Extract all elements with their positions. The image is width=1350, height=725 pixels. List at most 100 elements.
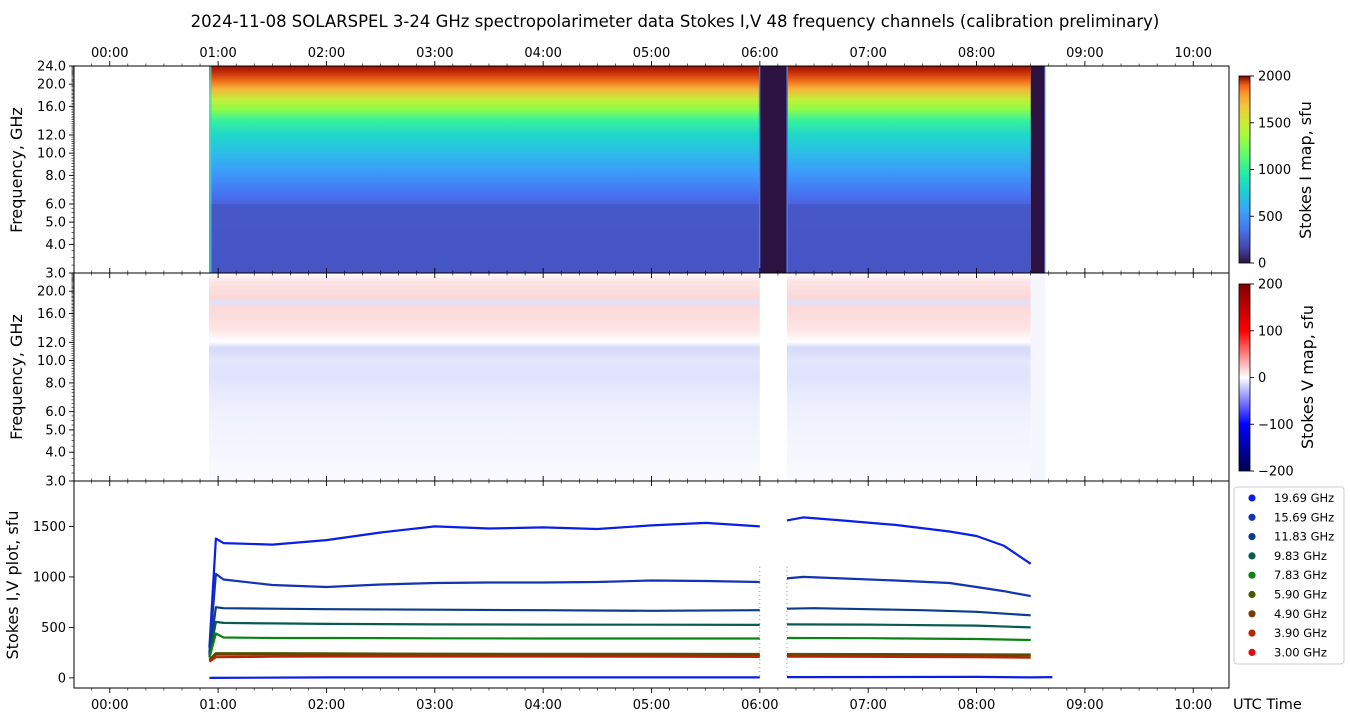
stokes-i-ytick-label: 5.0 xyxy=(45,216,66,231)
legend-item: 5.90 GHz xyxy=(1248,588,1327,602)
series-line-19-69-ghz xyxy=(786,516,1032,565)
legend-item: 9.83 GHz xyxy=(1248,549,1327,563)
stokes-i-panel: 3.0 4.0 5.0 6.0 8.0 10.0 12.0 16.0 20.0 24.0 00:00… xyxy=(7,46,1315,282)
stokes-v-data-gap xyxy=(1030,273,1046,481)
stokes-i-trailing-edge xyxy=(1044,66,1046,273)
stokes-iv-bottom-xtick-label: 04:00 xyxy=(524,698,561,713)
legend-marker xyxy=(1248,513,1256,521)
stokes-iv-bottom-xtick-label: 00:00 xyxy=(91,698,128,713)
stokes-iv-bottom-xtick-label: 08:00 xyxy=(958,698,995,713)
stokes-i-top-xtick-label: 06:00 xyxy=(741,46,778,61)
stokes-v-ytick-label: 6.0 xyxy=(45,405,66,420)
legend-item: 4.90 GHz xyxy=(1248,607,1327,621)
stokes-v-ytick-label: 12.0 xyxy=(37,336,66,351)
x-axis-label: UTC Time xyxy=(1233,697,1302,713)
stokes-i-colorbar-tick-label: 1500 xyxy=(1258,116,1291,131)
legend-item: 15.69 GHz xyxy=(1248,510,1334,524)
stokes-i-ytick-label: 12.0 xyxy=(37,129,66,144)
legend-marker xyxy=(1248,629,1256,637)
stokes-i-colorbar-tick-label: 2000 xyxy=(1258,70,1291,85)
legend: 19.69 GHz 15.69 GHz 11.83 GHz 9.83 GHz 7.83 … xyxy=(1233,486,1345,665)
series-line-7-83-ghz xyxy=(786,636,1031,642)
series-line-15-69-ghz xyxy=(208,572,760,653)
legend-marker xyxy=(1248,552,1256,560)
stokes-v-ytick-label: 4.0 xyxy=(45,446,66,461)
stokes-i-colorbar-label: Stokes I map, sfu xyxy=(1296,101,1315,239)
legend-label: 5.90 GHz xyxy=(1274,588,1327,602)
legend-label: 3.00 GHz xyxy=(1274,645,1327,659)
stokes-i-onset-edge xyxy=(209,66,212,273)
series-line-4-90-ghz xyxy=(208,653,760,662)
stokes-i-top-xtick-label: 03:00 xyxy=(416,46,453,61)
series-line-3-90-ghz xyxy=(208,655,760,663)
stokes-i-ytick-label: 16.0 xyxy=(37,100,66,115)
stokes-i-colorbar xyxy=(1238,75,1251,264)
legend-item: 3.00 GHz xyxy=(1248,645,1327,659)
stokes-i-top-xtick-label: 04:00 xyxy=(524,46,561,61)
stokes-v-baseline-line xyxy=(786,675,1053,679)
series-line-5-90-ghz xyxy=(786,652,1031,656)
legend-item: 11.83 GHz xyxy=(1248,530,1334,544)
legend-item: 19.69 GHz xyxy=(1248,491,1334,505)
figure-title: 2024-11-08 SOLARSPEL 3-24 GHz spectropol… xyxy=(191,12,1160,31)
stokes-v-colorbar-tick-label: 0 xyxy=(1258,371,1266,386)
stokes-i-top-xtick-label: 10:00 xyxy=(1175,46,1212,61)
legend-item: 3.90 GHz xyxy=(1248,626,1327,640)
stokes-v-panel: 3.0 4.0 5.0 6.0 8.0 10.0 12.0 16.0 20.0 Frequenc… xyxy=(7,272,1317,490)
stokes-i-data-gap xyxy=(1030,66,1046,273)
series-line-3-90-ghz xyxy=(786,655,1031,659)
stokes-i-top-xtick-label: 02:00 xyxy=(308,46,345,61)
stokes-i-ytick-label: 6.0 xyxy=(45,198,66,213)
legend-label: 15.69 GHz xyxy=(1274,510,1334,524)
stokes-v-spectrogram-segment xyxy=(786,273,1031,481)
stokes-i-spectrogram-segment xyxy=(209,66,760,273)
stokes-i-ytick-label: 24.0 xyxy=(37,60,66,75)
stokes-v-colorbar-tick-label: 100 xyxy=(1258,324,1283,339)
series-line-9-83-ghz xyxy=(786,623,1031,629)
stokes-i-ytick-label: 20.0 xyxy=(37,78,66,93)
series-line-15-69-ghz xyxy=(786,575,1031,598)
stokes-v-ytick-label: 10.0 xyxy=(37,354,66,369)
stokes-i-ytick-label: 10.0 xyxy=(37,147,66,162)
stokes-i-top-xtick-label: 07:00 xyxy=(849,46,886,61)
legend-marker xyxy=(1248,590,1256,599)
stokes-iv-bottom-xtick-label: 01:00 xyxy=(199,698,236,713)
stokes-i-ytick-label: 4.0 xyxy=(45,238,66,253)
stokes-i-colorbar-tick-label: 1000 xyxy=(1258,163,1291,178)
stokes-v-ytick-label: 20.0 xyxy=(37,285,66,300)
stokes-v-ytick-label: 8.0 xyxy=(45,376,66,391)
stokes-v-colorbar xyxy=(1238,283,1251,472)
stokes-i-ytick-label: 8.0 xyxy=(45,169,66,184)
stokes-iv-bottom-xtick-label: 09:00 xyxy=(1066,698,1103,713)
stokes-i-gap-edge xyxy=(758,66,761,273)
series-line-19-69-ghz xyxy=(208,521,760,648)
legend-label: 3.90 GHz xyxy=(1274,626,1327,640)
stokes-v-colorbar-label: Stokes V map, sfu xyxy=(1298,305,1317,449)
legend-label: 4.90 GHz xyxy=(1274,607,1327,621)
stokes-i-colorbar-tick-label: 500 xyxy=(1258,210,1283,225)
stokes-iv-bottom-xtick-label: 03:00 xyxy=(416,698,453,713)
stokes-v-ytick-label: 5.0 xyxy=(45,423,66,438)
stokes-i-top-xtick-label: 00:00 xyxy=(91,46,128,61)
legend-marker xyxy=(1248,571,1256,579)
stokes-i-top-xtick-label: 01:00 xyxy=(199,46,236,61)
stokes-iv-bottom-xtick-label: 06:00 xyxy=(741,698,778,713)
legend-marker xyxy=(1248,533,1256,541)
legend-label: 11.83 GHz xyxy=(1274,530,1334,544)
legend-label: 19.69 GHz xyxy=(1274,491,1334,505)
stokes-iv-panel: 0 500 1000 1500 00:00 01:00 02:00 03:00 04:00 05:… xyxy=(3,480,1345,713)
stokes-v-ytick-label: 3.0 xyxy=(45,475,66,490)
series-line-9-83-ghz xyxy=(208,620,760,657)
stokes-i-top-xtick-label: 09:00 xyxy=(1066,46,1103,61)
stokes-i-gap-edge xyxy=(786,66,788,273)
stokes-v-baseline-line xyxy=(209,676,760,679)
stokes-i-spectrogram-segment xyxy=(786,66,1031,273)
legend-item: 7.83 GHz xyxy=(1248,568,1327,582)
stokes-iv-ylabel: Stokes I,V plot, sfu xyxy=(3,511,22,660)
stokes-v-colorbar-tick-label: 200 xyxy=(1258,278,1283,293)
stokes-i-colorbar-tick-label: 0 xyxy=(1258,257,1266,272)
stokes-iv-ytick-label: 1000 xyxy=(33,570,66,585)
stokes-v-ylabel: Frequency, GHz xyxy=(7,314,26,440)
stokes-i-top-xtick-label: 08:00 xyxy=(958,46,995,61)
